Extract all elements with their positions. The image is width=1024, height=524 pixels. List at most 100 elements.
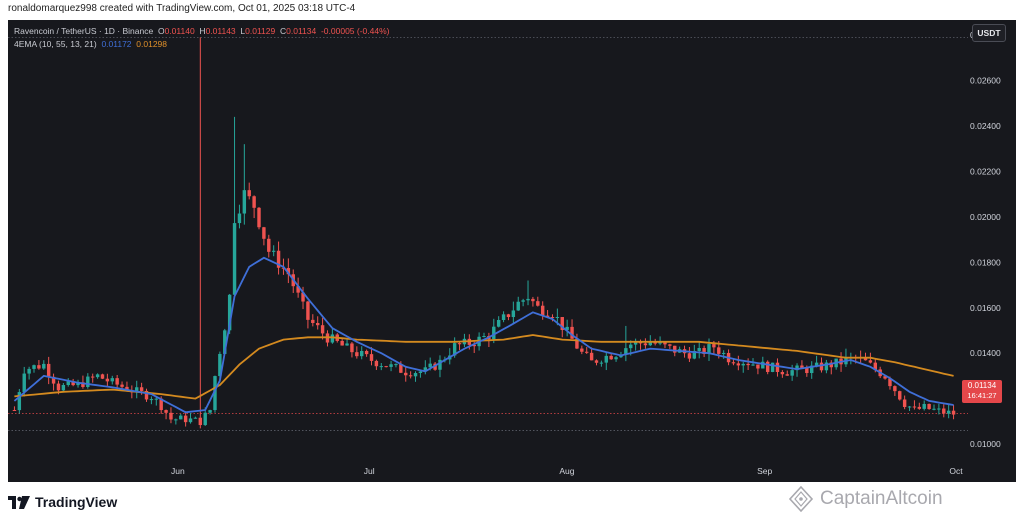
candle-body (580, 348, 584, 352)
ema-fast-line (13, 256, 954, 414)
candle-body (125, 386, 129, 391)
candle-body (516, 301, 520, 311)
candle (736, 355, 741, 371)
symbol-legend: Ravencoin / TetherUS · 1D · Binance O0.0… (14, 26, 389, 36)
candle (213, 375, 217, 413)
candle-body (770, 362, 775, 372)
close-label: C (279, 26, 287, 36)
candle-body (174, 419, 178, 421)
currency-button[interactable]: USDT (972, 24, 1006, 42)
candle-body (883, 376, 887, 379)
candle-body (951, 410, 956, 415)
bar-countdown: 16:41:27 (967, 391, 997, 400)
candle-body (775, 362, 780, 373)
candle-body (311, 319, 315, 323)
candle (90, 373, 95, 383)
y-tick-label: 0.02400 (970, 121, 1001, 131)
candle-body (492, 326, 496, 340)
candle-body (95, 374, 100, 378)
candle-body (663, 342, 667, 345)
candle-body (203, 412, 207, 426)
candle (183, 411, 188, 427)
candle (325, 330, 330, 347)
high-label: H (199, 26, 206, 36)
candle-body (819, 362, 824, 371)
candle (643, 338, 648, 349)
candlestick-chart[interactable]: 0.028000.026000.024000.022000.020000.018… (8, 20, 1016, 482)
candle-body (599, 362, 604, 364)
candle (907, 405, 912, 411)
candle-body (585, 351, 589, 353)
candle-body (237, 213, 242, 224)
candle (580, 345, 584, 355)
candle (17, 388, 22, 414)
candle-body (223, 330, 227, 354)
candle-body (418, 371, 423, 374)
candle-body (697, 348, 701, 351)
candle-body (746, 363, 750, 366)
candle-body (301, 292, 305, 302)
candle (511, 301, 516, 325)
candle-body (452, 343, 457, 356)
candle (262, 226, 266, 246)
candle (604, 351, 608, 371)
candle (364, 349, 369, 357)
candle (951, 405, 956, 420)
candle-body (213, 376, 217, 411)
candle-body (37, 365, 41, 369)
candle-body (531, 298, 535, 302)
candle-body (428, 363, 432, 368)
candle-body (355, 352, 359, 357)
candle-body (267, 238, 271, 252)
candle (633, 338, 638, 351)
candle-body (22, 373, 26, 393)
indicator-name: 4EMA (10, 55, 13, 21) (14, 39, 97, 49)
candle (135, 380, 139, 399)
candle (276, 241, 281, 275)
candle-body (86, 376, 90, 387)
candle (668, 343, 672, 349)
reference-lines (8, 36, 968, 431)
candle (232, 116, 237, 300)
indicator-legend[interactable]: 4EMA (10, 55, 13, 21) 0.01172 0.01298 (14, 39, 167, 49)
candle (340, 338, 344, 346)
candle-body (614, 357, 618, 360)
candle-body (687, 353, 692, 359)
candle-body (320, 325, 325, 334)
candle-body (340, 340, 344, 346)
chart-frame[interactable]: 0.028000.026000.024000.022000.020000.018… (8, 20, 1016, 482)
candle-body (809, 365, 814, 374)
candle (267, 234, 271, 258)
candle-body (756, 364, 760, 369)
candle (301, 286, 305, 310)
candle-body (653, 342, 657, 344)
candle-body (800, 365, 804, 368)
tradingview-brand: TradingView (8, 494, 117, 510)
candle-body (863, 357, 868, 361)
x-axis-ticks: Jun Jul Aug Sep Oct (171, 466, 963, 476)
high-value: 0.01143 (205, 26, 236, 36)
candle (770, 362, 775, 373)
last-price: 0.01134 (967, 381, 997, 390)
x-tick-label: Jun (171, 466, 185, 476)
candle-body (66, 381, 70, 386)
candle (198, 37, 203, 429)
candle (81, 375, 85, 389)
candle (927, 403, 931, 410)
candle-body (247, 190, 251, 197)
candle-body (673, 345, 677, 353)
candle (37, 360, 41, 370)
candle-body (276, 250, 281, 268)
candle-body (937, 408, 941, 410)
candle-body (712, 344, 716, 348)
candle (438, 355, 442, 378)
candle-body (511, 310, 516, 318)
candle (893, 385, 897, 396)
captainaltcoin-logo-icon (788, 486, 814, 512)
ema-slow-value: 0.01298 (136, 39, 168, 49)
candle (296, 277, 300, 298)
y-tick-label: 0.02000 (970, 212, 1001, 222)
open-value: 0.01140 (164, 26, 195, 36)
candle (27, 366, 31, 380)
candle (174, 418, 178, 425)
